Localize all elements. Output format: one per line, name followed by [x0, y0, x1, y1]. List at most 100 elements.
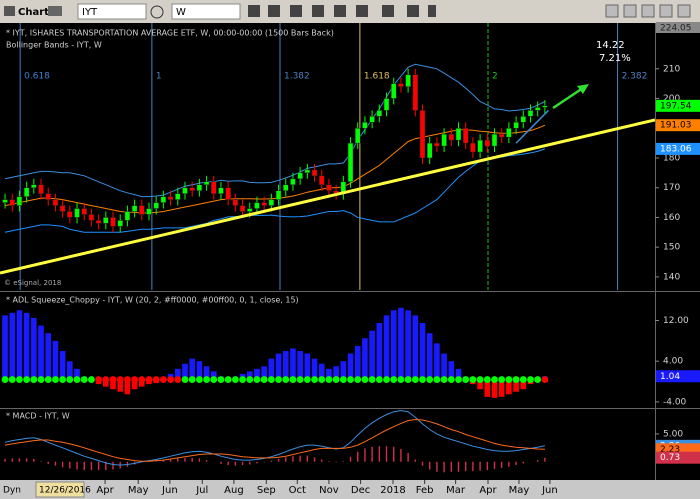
y-tick-label: 5.00 — [663, 429, 683, 439]
candle-body — [211, 181, 217, 194]
squeeze-dot — [109, 376, 117, 383]
squeeze-dot — [231, 376, 239, 383]
window-button[interactable] — [623, 4, 637, 18]
bar — [376, 323, 383, 382]
last-value-box — [656, 99, 700, 112]
candle-body — [534, 107, 541, 111]
last-value-box — [656, 451, 700, 464]
squeeze-dot — [174, 376, 182, 383]
interval-input[interactable] — [171, 3, 241, 20]
bar — [196, 361, 203, 382]
squeeze-dot — [469, 376, 477, 383]
squeeze-dot — [483, 376, 491, 383]
histogram-bar — [184, 457, 186, 462]
tool-button[interactable] — [312, 5, 324, 17]
x-tick-label: 2018 — [380, 485, 405, 496]
axis-top-box — [656, 22, 700, 33]
candle-body — [470, 142, 476, 153]
candle-body — [74, 208, 80, 218]
window-button[interactable] — [641, 4, 655, 18]
panel: -4.00 4.00 12.00 1.04 — [1, 307, 700, 407]
histogram-bar — [342, 461, 345, 462]
refresh-button[interactable] — [150, 5, 164, 19]
histogram-bar — [270, 460, 273, 462]
squeeze-dot — [332, 376, 340, 383]
candle-body — [506, 127, 512, 138]
tool-button[interactable] — [268, 5, 280, 17]
bar — [448, 361, 455, 382]
tool-button[interactable] — [407, 5, 419, 17]
squeeze-dot — [246, 376, 254, 383]
window-button[interactable] — [659, 4, 673, 18]
tool-button[interactable] — [428, 5, 436, 17]
histogram-bar — [169, 458, 172, 462]
squeeze-dot — [102, 376, 110, 383]
x-tick-label: Sep — [257, 485, 276, 496]
trendline — [0, 118, 656, 275]
candle-body — [520, 116, 527, 123]
tool-button[interactable] — [356, 5, 368, 17]
squeeze-dot — [534, 376, 542, 383]
candle-body — [484, 139, 491, 147]
histogram-bar — [227, 461, 229, 466]
squeeze-dot — [462, 376, 470, 383]
histogram-bar — [522, 461, 524, 464]
tool-button[interactable] — [334, 5, 346, 17]
squeeze-dot — [80, 376, 88, 383]
squeeze-dot — [152, 376, 160, 383]
tool-button[interactable] — [290, 5, 302, 17]
squeeze-dot — [311, 376, 318, 383]
candle-body — [88, 214, 95, 221]
candle-body — [426, 142, 433, 159]
series-line — [4, 63, 546, 198]
last-value-box — [656, 142, 700, 155]
candle-body — [239, 205, 246, 212]
y-tick-label: 12.00 — [663, 316, 689, 326]
squeeze-dot — [426, 376, 434, 383]
symbol-input[interactable] — [77, 3, 147, 20]
histogram-bar — [277, 458, 280, 462]
squeeze-dot — [66, 376, 74, 383]
candle-body — [498, 133, 505, 138]
squeeze-dot — [419, 376, 426, 383]
x-tick-label: Oct — [289, 485, 306, 496]
candle-body — [362, 122, 368, 129]
squeeze-dot — [124, 376, 131, 383]
squeeze-dot — [159, 376, 167, 383]
percent-label: 7.21% — [599, 53, 631, 64]
fib-label: 2 — [492, 72, 498, 82]
histogram-bar — [306, 455, 309, 462]
histogram-bar — [76, 461, 78, 470]
tool-button[interactable] — [248, 5, 260, 17]
squeeze-dot — [390, 376, 398, 383]
histogram-bar — [249, 461, 251, 465]
candle-body — [369, 116, 375, 123]
x-tick-label: Feb — [416, 485, 434, 496]
candle-body — [124, 211, 131, 221]
squeeze-dot — [30, 376, 38, 383]
bar — [441, 353, 447, 382]
candle-body — [9, 199, 15, 206]
link-icon[interactable] — [48, 6, 62, 16]
histogram-bar — [61, 461, 64, 468]
window-button[interactable] — [605, 4, 619, 18]
last-value-box — [656, 119, 700, 132]
x-tick-label: May — [128, 485, 149, 496]
histogram-bar — [18, 458, 21, 462]
series-line — [4, 124, 546, 214]
chart-title: * IYT, ISHARES TRANSPORTATION AVERAGE ET… — [6, 29, 334, 38]
tool-button[interactable] — [382, 5, 394, 17]
candle-body — [491, 133, 498, 147]
candle-body — [247, 208, 253, 212]
candle-body — [131, 205, 138, 212]
histogram-bar — [429, 461, 431, 470]
window-button[interactable] — [677, 4, 691, 18]
candle-body — [354, 127, 361, 144]
candle-body — [196, 184, 203, 191]
candle-body — [434, 142, 440, 147]
bar — [52, 340, 59, 382]
squeeze-dot — [37, 376, 45, 383]
copyright: © eSignal, 2018 — [4, 279, 61, 287]
histogram-bar — [486, 461, 488, 471]
